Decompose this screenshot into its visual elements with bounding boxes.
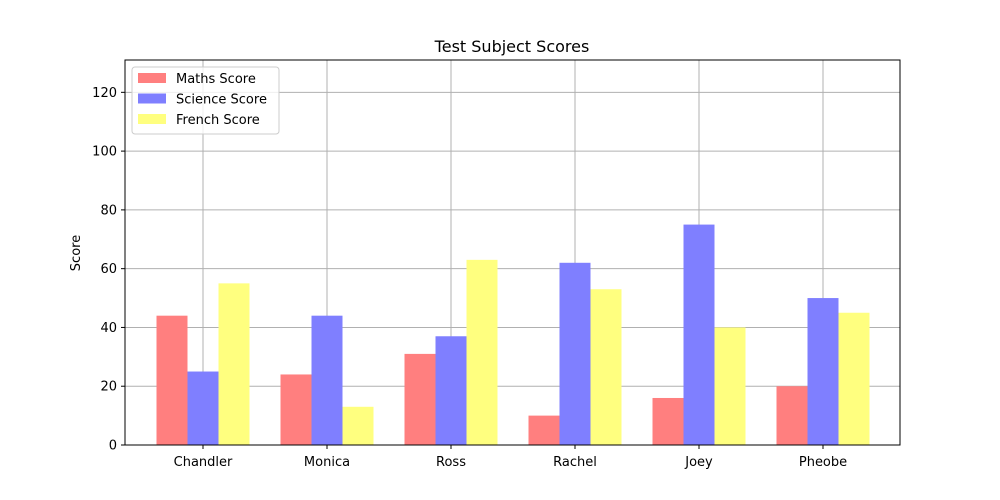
bar-science-score-ross [435, 336, 467, 445]
bar-french-score-rachel [590, 289, 622, 445]
y-tick-label: 0 [109, 439, 117, 454]
x-tick-label: Joey [684, 455, 713, 470]
chart-title: Test Subject Scores [434, 37, 590, 56]
bar-french-score-chandler [218, 283, 250, 445]
y-tick-label: 80 [100, 203, 117, 218]
bar-maths-score-monica [280, 374, 312, 445]
bar-french-score-pheobe [838, 312, 870, 445]
x-tick-label: Pheobe [799, 455, 847, 470]
legend-swatch [138, 73, 166, 83]
bar-maths-score-joey [652, 397, 684, 445]
x-tick-label: Chandler [174, 455, 233, 470]
bar-science-score-chandler [187, 371, 219, 445]
y-axis-title: Score [69, 235, 84, 271]
y-tick-label: 60 [100, 262, 117, 277]
bar-french-score-ross [466, 259, 498, 445]
legend-label: French Score [176, 113, 260, 128]
y-tick-label: 120 [92, 86, 117, 101]
bar-maths-score-pheobe [776, 386, 808, 445]
bar-science-score-monica [311, 315, 343, 445]
bar-science-score-rachel [559, 262, 591, 445]
x-tick-label: Rachel [553, 455, 597, 470]
bar-science-score-joey [683, 224, 715, 445]
y-tick-label: 20 [100, 380, 117, 395]
y-tick-label: 100 [92, 145, 117, 160]
bar-science-score-pheobe [807, 298, 839, 445]
legend-swatch [138, 93, 166, 104]
legend-label: Maths Score [176, 72, 256, 87]
legend-box [131, 66, 280, 135]
legend: Maths Score Science Score French Score [131, 66, 280, 135]
bar-maths-score-rachel [528, 415, 560, 445]
bar-maths-score-chandler [156, 315, 188, 445]
legend-label: Science Score [176, 93, 267, 108]
legend-swatch [138, 114, 166, 124]
bars-group [156, 224, 870, 445]
x-axis: Chandler Monica Ross Rachel Joey Pheobe [174, 445, 847, 470]
y-tick-label: 40 [100, 321, 117, 336]
y-axis: 0 20 40 60 80 100 120 [92, 86, 125, 454]
bar-french-score-monica [342, 406, 374, 445]
x-tick-label: Ross [436, 455, 466, 470]
x-tick-label: Monica [304, 455, 350, 470]
plot-frame [124, 59, 901, 446]
bar-french-score-joey [714, 327, 746, 445]
bar-maths-score-ross [404, 353, 436, 445]
